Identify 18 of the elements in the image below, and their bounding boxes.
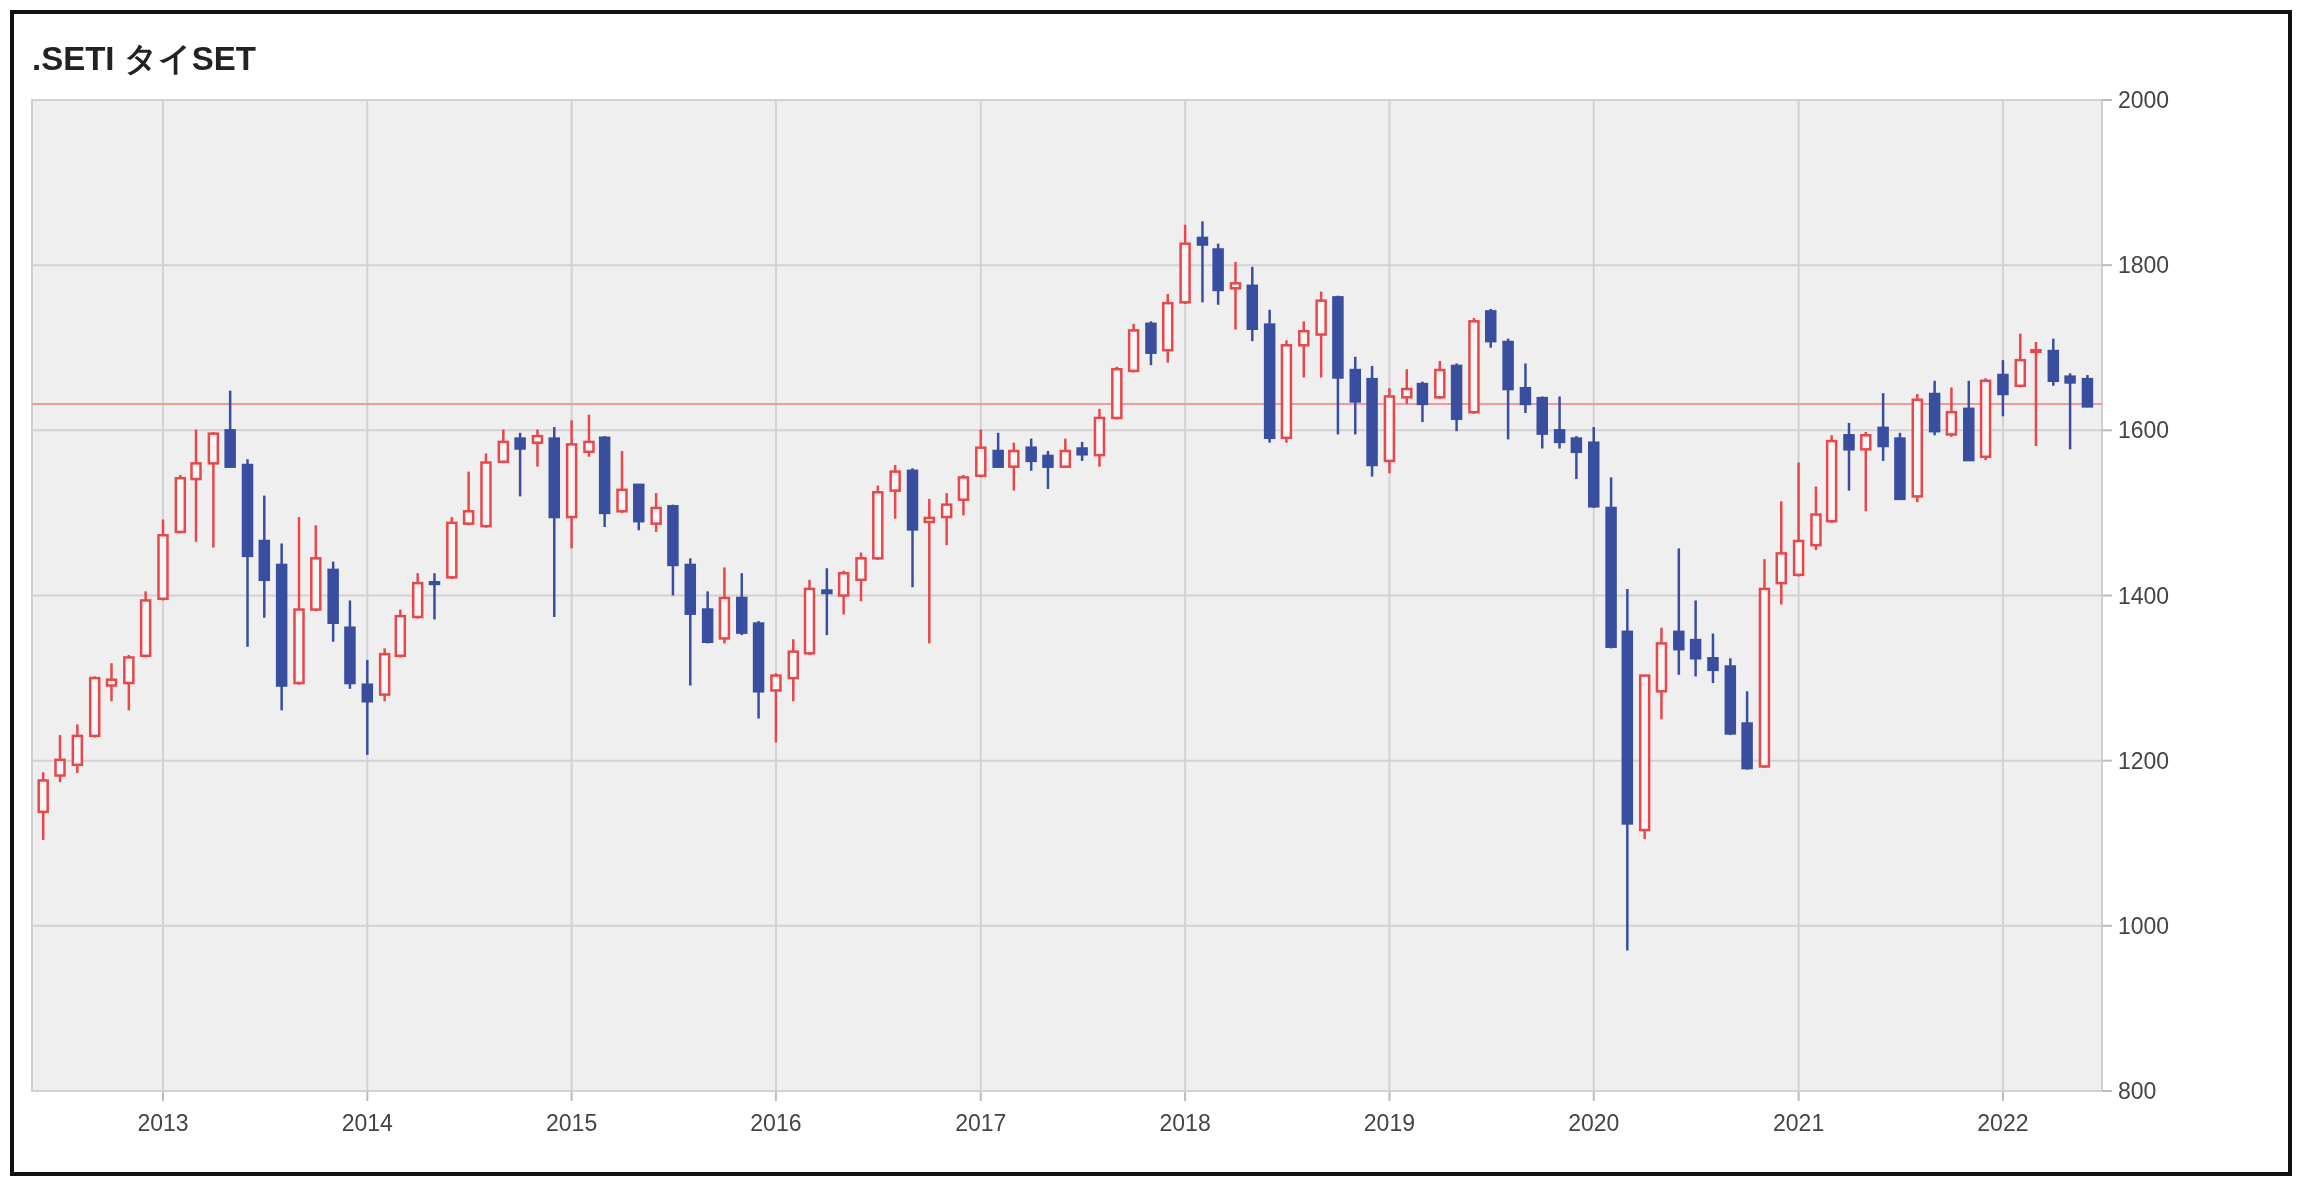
x-tick-label: 2018 bbox=[1159, 1110, 1211, 1136]
x-tick-label: 2015 bbox=[546, 1110, 598, 1136]
chart-title: .SETI タイSET bbox=[32, 40, 256, 77]
x-tick-label: 2019 bbox=[1363, 1110, 1416, 1136]
x-tick-label: 2021 bbox=[1773, 1110, 1825, 1136]
y-tick-label: 800 bbox=[2118, 1078, 2157, 1104]
x-tick-label: 2013 bbox=[137, 1110, 189, 1136]
y-tick-label: 1400 bbox=[2118, 582, 2170, 609]
x-tick-label: 2022 bbox=[1977, 1110, 2029, 1136]
x-tick-label: 2016 bbox=[750, 1110, 802, 1136]
x-tick-label: 2020 bbox=[1568, 1110, 1620, 1136]
y-tick-label: 2000 bbox=[2118, 87, 2170, 113]
x-tick-label: 2017 bbox=[955, 1110, 1007, 1136]
y-tick-label: 1200 bbox=[2118, 747, 2170, 774]
y-tick-label: 1000 bbox=[2118, 912, 2170, 939]
y-tick-label: 1600 bbox=[2118, 417, 2170, 444]
x-tick-label: 2014 bbox=[341, 1110, 394, 1136]
y-tick-label: 1800 bbox=[2118, 252, 2170, 279]
